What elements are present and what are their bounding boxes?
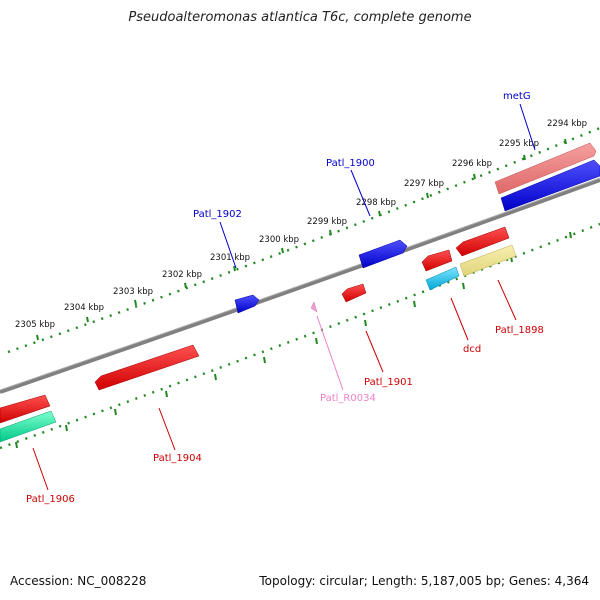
rev-tick-3 [462,282,465,290]
scale-label-2300: 2300 kbp [259,235,299,245]
genome-summary-text: Topology: circular; Length: 5,187,005 bp… [259,574,589,588]
gene-label-Patl_1901: Patl_1901 [364,377,413,388]
accession-text: Accession: NC_008228 [10,574,147,588]
rev-tick-1 [569,231,572,239]
gene-feature-Patl_1904[interactable] [94,344,200,391]
leader-Patl_1906 [32,447,49,491]
scale-label-2296: 2296 kbp [452,159,492,169]
gene-feature-Patl_R0034[interactable] [310,301,318,313]
gene-feature-Patl_1900[interactable] [358,239,408,269]
gene-feature-pink[interactable] [494,142,597,195]
scale-label-2298: 2298 kbp [356,198,396,208]
tick-2296 [473,173,476,180]
leader-dcd [450,297,469,341]
tick-2297 [426,192,429,199]
leader-Patl_1900 [350,169,371,217]
rev-tick-6 [315,337,318,345]
tick-2298 [378,210,381,217]
forward-major-ticks [36,138,567,341]
forward-dotted-track [7,126,600,354]
gene-feature-cyan[interactable] [425,266,460,291]
gene-label-dcd: dcd [463,344,481,355]
scale-label-2295: 2295 kbp [499,139,539,149]
scale-label-2297: 2297 kbp [404,179,444,189]
tick-2303 [134,299,137,306]
leader-Patl_1901 [365,330,384,373]
tick-2294 [564,138,567,145]
gene-label-Patl_1902: Patl_1902 [193,209,242,220]
tick-2299 [329,229,332,236]
gene-feature-green[interactable] [0,410,57,443]
gene-label-Patl_1904: Patl_1904 [153,453,202,464]
rev-tick-7 [263,356,266,364]
gene-feature-Patl_1898[interactable] [455,226,510,257]
tick-2302 [184,282,187,289]
rev-tick-12 [15,441,18,449]
map-title: Pseudoalteromonas atlantica T6c, complet… [128,10,472,25]
forward-tick-track [7,126,600,354]
leader-Patl_1904 [158,407,176,451]
tick-2305 [36,334,39,341]
gene-label-Patl_R0034: Patl_R0034 [320,393,376,404]
rev-tick-9 [165,390,168,398]
rev-tick-10 [114,408,117,416]
leader-Patl_1902 [219,221,237,269]
scale-label-2301: 2301 kbp [210,253,250,263]
scale-label-2299: 2299 kbp [307,217,347,227]
rev-tick-4 [413,300,416,308]
gene-feature-Patl_1901[interactable] [341,283,367,303]
reverse-dotted-track [0,222,600,450]
tick-2304 [86,316,89,323]
genome-backbone-shadow [0,177,600,391]
scale-labels: 2294 kbp 2295 kbp 2296 kbp 2297 kbp 2298… [15,119,587,330]
rev-tick-8 [214,373,217,381]
scale-label-2305: 2305 kbp [15,320,55,330]
rev-tick-11 [65,424,68,432]
gene-label-metG: metG [503,91,531,102]
genome-backbone [0,178,600,394]
scale-label-2294: 2294 kbp [547,119,587,129]
gene-labels: metG Patl_1900 Patl_1902 Patl_1898 dcd P… [26,91,544,505]
gene-label-Patl_1900: Patl_1900 [326,158,375,169]
tick-2295 [523,154,526,161]
gene-feature-dcd[interactable] [421,249,453,272]
gene-label-Patl_1906: Patl_1906 [26,494,75,505]
forward-genes [234,142,600,314]
reverse-tick-track [0,222,600,450]
gene-feature-khaki[interactable] [459,244,517,277]
gene-feature-Patl_1902[interactable] [234,294,260,314]
leader-Patl_1898 [497,279,517,321]
gene-feature-Patl_1906[interactable] [0,394,51,424]
scale-label-2304: 2304 kbp [64,303,104,313]
reverse-genes [0,226,517,443]
tick-2301 [233,265,236,272]
tick-2300 [281,247,284,254]
scale-label-2302: 2302 kbp [162,270,202,280]
leader-Patl_R0034 [316,315,344,391]
gene-feature-metG[interactable] [500,159,600,212]
leader-metG [519,103,536,151]
label-leaders [32,103,536,491]
rev-tick-5 [364,319,367,327]
scale-label-2303: 2303 kbp [113,287,153,297]
gene-label-Patl_1898: Patl_1898 [495,325,544,336]
